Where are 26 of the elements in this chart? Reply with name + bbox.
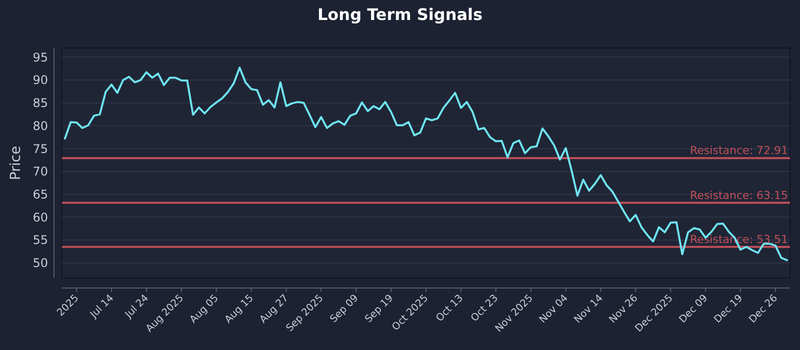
x-tick-label: Dec 09: [677, 292, 710, 326]
ref-line-label: Resistance: 63.15: [690, 188, 788, 202]
x-tick-label: Sep 09: [328, 292, 361, 326]
y-tick-label: 75: [32, 142, 48, 156]
x-tick-label: Jul 14: [88, 292, 116, 322]
y-tick-label: 50: [32, 256, 48, 270]
line-series: [64, 66, 788, 262]
x-tick-label: Dec 26: [747, 292, 780, 326]
x-tick-label: Nov 04: [538, 292, 570, 326]
y-tick-label: 90: [32, 73, 48, 88]
x-tick-label: Aug 15: [223, 292, 256, 326]
x-tick-label: Aug 05: [188, 292, 221, 326]
ref-line-label: Resistance: 72.91: [690, 144, 788, 158]
y-tick-label: 95: [32, 50, 48, 64]
y-tick-label: 80: [32, 118, 48, 133]
x-tick-label: Jul 24: [122, 292, 152, 322]
x-tick-label: Dec 19: [712, 292, 746, 326]
y-tick-label: 55: [32, 233, 48, 248]
x-tick-label: Nov 14: [572, 292, 606, 326]
y-axis-title: Price: [8, 146, 24, 180]
y-tick-label: 70: [32, 164, 48, 179]
y-tick-label: 65: [32, 188, 48, 202]
y-tick-label: 60: [32, 210, 48, 224]
chart-title: Long Term Signals: [317, 5, 483, 24]
x-tick-label: Oct 13: [434, 292, 466, 324]
y-tick-label: 85: [32, 96, 48, 110]
